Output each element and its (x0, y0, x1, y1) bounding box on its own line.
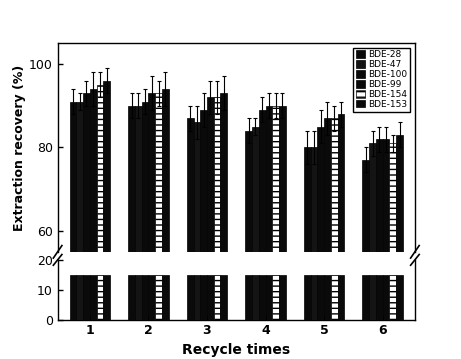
Bar (187, 118, 194, 359)
Bar (396, 135, 403, 359)
Bar (194, 122, 200, 359)
Bar (162, 275, 169, 320)
Bar (214, 97, 220, 359)
Bar (83, 275, 90, 320)
Bar (103, 81, 110, 359)
Bar (77, 275, 83, 320)
Legend: BDE-28, BDE-47, BDE-100, BDE-99, BDE-154, BDE-153: BDE-28, BDE-47, BDE-100, BDE-99, BDE-154… (353, 48, 410, 112)
Bar (362, 160, 369, 359)
Bar (128, 275, 135, 320)
Bar (103, 275, 110, 320)
Bar (207, 275, 214, 320)
Bar (390, 143, 396, 359)
Bar (304, 148, 311, 359)
Bar (304, 275, 311, 320)
Bar (383, 275, 390, 320)
Bar (259, 275, 266, 320)
Bar (337, 275, 344, 320)
Bar (272, 106, 279, 359)
Bar (142, 102, 148, 359)
Bar (317, 127, 324, 359)
Bar (90, 89, 96, 359)
Bar (200, 275, 207, 320)
Bar (266, 275, 272, 320)
Bar (83, 93, 90, 359)
Bar (324, 118, 331, 359)
Bar (331, 275, 337, 320)
Bar (155, 275, 162, 320)
Bar (70, 102, 77, 359)
Bar (128, 106, 135, 359)
Bar (337, 114, 344, 359)
Bar (96, 275, 103, 320)
Bar (376, 139, 383, 359)
Bar (245, 131, 252, 359)
Bar (135, 275, 142, 320)
Bar (252, 127, 259, 359)
Bar (70, 275, 77, 320)
Bar (383, 139, 390, 359)
Bar (194, 275, 200, 320)
Bar (272, 275, 279, 320)
Bar (311, 148, 317, 359)
Bar (279, 275, 286, 320)
Bar (148, 93, 155, 359)
Bar (77, 102, 83, 359)
Bar (142, 275, 148, 320)
Bar (390, 275, 396, 320)
Bar (200, 110, 207, 359)
Bar (220, 275, 227, 320)
Bar (362, 275, 369, 320)
Bar (279, 106, 286, 359)
Bar (214, 275, 220, 320)
Bar (317, 275, 324, 320)
Bar (220, 93, 227, 359)
Bar (207, 97, 214, 359)
Bar (155, 93, 162, 359)
Y-axis label: Extraction recovery (%): Extraction recovery (%) (13, 64, 26, 230)
Bar (266, 106, 272, 359)
Bar (369, 275, 376, 320)
Bar (252, 275, 259, 320)
Bar (396, 275, 403, 320)
Bar (96, 85, 103, 359)
Bar (245, 275, 252, 320)
X-axis label: Recycle times: Recycle times (182, 343, 290, 357)
Bar (331, 118, 337, 359)
Bar (259, 110, 266, 359)
Bar (187, 275, 194, 320)
Bar (376, 275, 383, 320)
Bar (324, 275, 331, 320)
Bar (311, 275, 317, 320)
Bar (162, 89, 169, 359)
Bar (135, 106, 142, 359)
Bar (90, 275, 96, 320)
Bar (148, 275, 155, 320)
Bar (369, 143, 376, 359)
